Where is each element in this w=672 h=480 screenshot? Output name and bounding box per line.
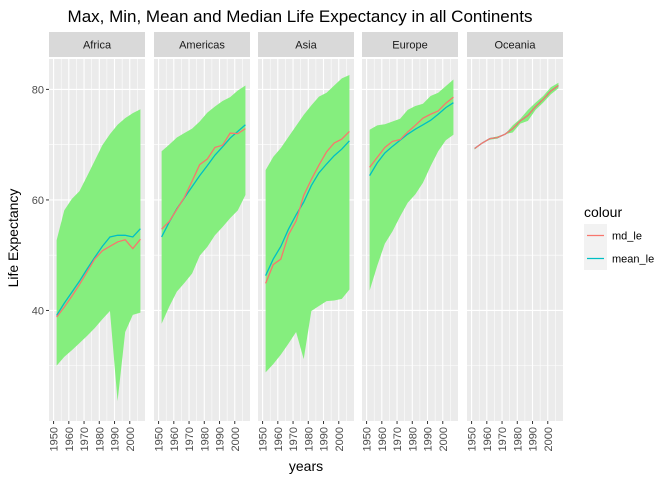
legend: colour md_le mean_le	[584, 204, 654, 270]
x-tick-label: 1970	[392, 427, 404, 451]
x-tick-label: 1960	[377, 427, 389, 451]
x-tick-label: 1960	[273, 427, 285, 451]
facet-asia: Asia 1950 1960 1970 1980 1990 2000	[258, 32, 354, 451]
md-le-line	[474, 85, 559, 150]
chart-title: Max, Min, Mean and Median Life Expectanc…	[68, 7, 533, 26]
x-tick-label: 1950	[49, 427, 61, 451]
x-axis-title: years	[289, 458, 323, 474]
x-tick-label: 1970	[497, 427, 509, 451]
legend-label: mean_le	[612, 254, 654, 266]
x-tick-label: 1980	[199, 427, 211, 451]
y-tick-label: 40	[32, 305, 44, 317]
x-tick-label: 1960	[64, 427, 76, 451]
facet-strip	[154, 32, 250, 57]
facet-strip-label: Africa	[83, 40, 112, 52]
y-tick-label: 80	[32, 84, 44, 96]
md-le-line	[161, 128, 246, 230]
facet-strip-label: Europe	[392, 40, 427, 52]
facet-strip	[362, 32, 458, 57]
md-le-line	[56, 238, 141, 318]
x-tick-label: 1960	[169, 427, 181, 451]
x-tick-label: 2000	[334, 427, 346, 451]
panel-background	[467, 59, 563, 421]
mean-le-line	[265, 140, 350, 276]
legend-label: md_le	[612, 231, 642, 243]
mean-le-line	[369, 102, 454, 176]
md-le-line	[265, 130, 350, 284]
facet-strip	[258, 32, 354, 57]
x-tick-label: 1980	[303, 427, 315, 451]
facet-europe: Europe 1950 1960 1970 1980 1990 2000	[362, 32, 458, 451]
x-tick-label: 1990	[215, 427, 227, 451]
legend-title: colour	[584, 204, 622, 220]
y-tick-label: 60	[32, 195, 44, 207]
x-tick-label: 2000	[230, 427, 242, 451]
x-tick-label: 1990	[423, 427, 435, 451]
x-tick-label: 1970	[184, 427, 196, 451]
facet-strip-label: Asia	[295, 40, 317, 52]
y-axis: 40 60 80	[32, 84, 49, 317]
legend-entry-mean-le: mean_le	[584, 247, 654, 270]
facet-strip-label: Oceania	[495, 40, 537, 52]
mean-le-line	[56, 228, 141, 316]
facet-strip	[467, 32, 563, 57]
x-tick-label: 1970	[79, 427, 91, 451]
x-tick-label: 1970	[288, 427, 300, 451]
x-tick-label: 1950	[467, 427, 479, 451]
x-tick-label: 1980	[94, 427, 106, 451]
x-tick-label: 1990	[528, 427, 540, 451]
x-tick-label: 1980	[407, 427, 419, 451]
facet-oceania: Oceania 1950 1960 1970 1980 1990 2000	[467, 32, 563, 451]
min-max-ribbon	[369, 79, 454, 291]
facet-strip	[49, 32, 145, 57]
legend-entry-md-le: md_le	[584, 224, 642, 247]
x-tick-label: 1990	[319, 427, 331, 451]
y-axis-title: Life Expectancy	[5, 189, 21, 288]
x-tick-label: 1950	[362, 427, 374, 451]
min-max-ribbon	[474, 82, 559, 150]
facet-strip-label: Americas	[179, 40, 225, 52]
facet-americas: Americas 1950 1960 1970 1980 1990 2000	[154, 32, 250, 451]
x-tick-label: 2000	[438, 427, 450, 451]
md-le-line	[369, 96, 454, 168]
facet-africa: Africa 1950 1960 1970 1980 1990 2000	[49, 32, 145, 451]
x-tick-label: 1960	[482, 427, 494, 451]
x-tick-label: 1950	[154, 427, 166, 451]
x-tick-label: 2000	[125, 427, 137, 451]
x-tick-label: 2000	[543, 427, 555, 451]
x-tick-label: 1990	[110, 427, 122, 451]
legend-entries: md_le mean_le	[584, 224, 654, 270]
x-tick-label: 1980	[512, 427, 524, 451]
x-tick-label: 1950	[258, 427, 270, 451]
